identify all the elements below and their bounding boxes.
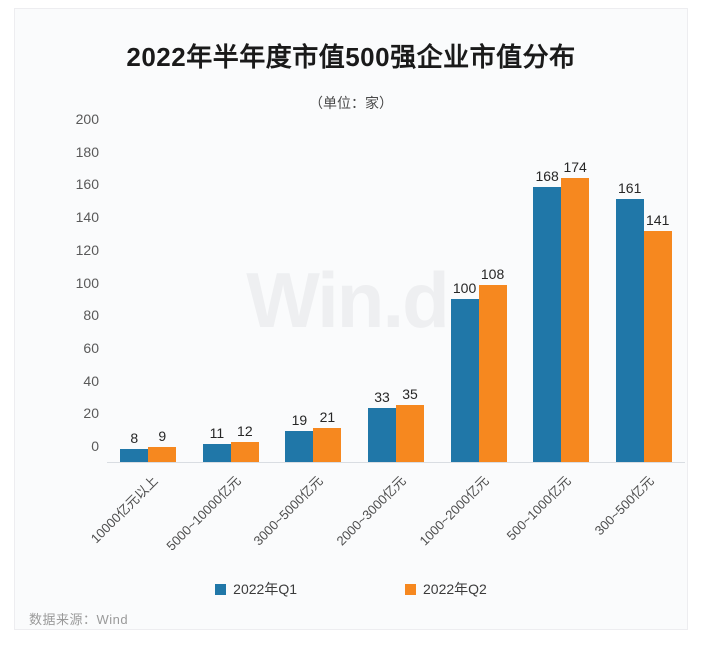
legend-swatch-icon <box>215 583 227 595</box>
bar-group: 11 12 <box>202 135 259 462</box>
y-axis-tick-160: 160 <box>75 176 99 193</box>
bar-value-label: 108 <box>480 266 505 283</box>
y-axis-tick-20: 20 <box>83 405 99 422</box>
bar-2022年Q2-10000亿元以上[interactable]: 9 <box>148 428 177 462</box>
bar-2022年Q1-300~500亿元[interactable]: 161 <box>615 180 644 462</box>
bar-value-label: 161 <box>618 179 642 196</box>
y-axis-tick-180: 180 <box>75 143 99 160</box>
chart-panel: 2022年半年度市值500强企业市值分布 （单位：家） Win.d 200 180… <box>14 8 688 630</box>
x-axis-tick-3: 2000~3000亿元 <box>333 473 409 549</box>
bar-value-label: 8 <box>130 429 139 446</box>
chart-subtitle: （单位：家） <box>309 95 393 111</box>
bar-2022年Q1-10000亿元以上[interactable]: 8 <box>120 430 149 462</box>
x-axis-tick-2: 3000~5000亿元 <box>250 473 327 549</box>
bar-value-label: 168 <box>535 168 559 185</box>
bar-2022年Q2-300~500亿元[interactable]: 141 <box>643 212 672 462</box>
bar-2022年Q2-5000~10000亿元[interactable]: 12 <box>230 423 259 462</box>
x-axis-tick-0: 10000亿元以上 <box>88 473 162 547</box>
bar-2022年Q1-500~1000亿元[interactable]: 168 <box>533 168 562 462</box>
bar-group: 168 174 <box>533 135 590 462</box>
bar-value-label: 141 <box>646 212 670 229</box>
bar-value-label: 174 <box>563 158 587 175</box>
y-axis-tick-120: 120 <box>75 241 99 258</box>
chart-title: 2022年半年度市值500强企业市值分布 <box>126 42 576 72</box>
bar-group: 161 141 <box>615 135 672 462</box>
bar-2022年Q2-3000~5000亿元[interactable]: 21 <box>313 409 342 462</box>
bar-2022年Q1-5000~10000亿元[interactable]: 11 <box>202 425 231 462</box>
x-axis-baseline <box>107 462 685 463</box>
source-note: 数据来源：Wind <box>29 612 129 627</box>
y-axis-tick-140: 140 <box>75 209 99 226</box>
bar-2022年Q2-2000~3000亿元[interactable]: 35 <box>396 386 424 462</box>
x-axis-tick-5: 500~1000亿元 <box>503 473 574 544</box>
bar-value-label: 35 <box>402 385 418 402</box>
bar-value-label: 11 <box>209 425 225 442</box>
bar-value-label: 19 <box>291 411 308 428</box>
chart-legend: 2022年Q1 2022年Q2 <box>15 579 687 599</box>
x-axis-tick-4: 1000~2000亿元 <box>416 473 492 549</box>
y-axis-tick-200: 200 <box>75 111 99 127</box>
bar-value-label: 9 <box>158 428 167 445</box>
bar-2022年Q2-500~1000亿元[interactable]: 174 <box>561 159 590 462</box>
bar-2022年Q1-2000~3000亿元[interactable]: 33 <box>368 389 396 462</box>
legend-swatch-icon <box>405 583 416 595</box>
y-axis-tick-0: 0 <box>91 438 99 454</box>
legend-item-2022年Q2[interactable]: 2022年Q2 <box>405 579 487 599</box>
bar-2022年Q2-1000~2000亿元[interactable]: 108 <box>478 266 507 462</box>
bar-value-label: 100 <box>452 279 477 296</box>
y-axis-tick-60: 60 <box>83 339 99 356</box>
bar-group: 100 108 <box>450 135 507 462</box>
legend-item-2022年Q1[interactable]: 2022年Q1 <box>215 579 297 599</box>
y-axis-tick-80: 80 <box>83 307 99 324</box>
y-axis-tick-40: 40 <box>83 372 99 389</box>
bar-2022年Q1-3000~5000亿元[interactable]: 19 <box>285 412 314 462</box>
bar-group: 33 35 <box>368 135 424 462</box>
legend-label: 2022年Q2 <box>423 581 487 597</box>
bar-value-label: 21 <box>319 408 336 425</box>
bar-group: 19 21 <box>285 135 342 462</box>
bar-2022年Q1-1000~2000亿元[interactable]: 100 <box>450 280 479 462</box>
legend-label: 2022年Q1 <box>233 581 297 597</box>
bar-value-label: 12 <box>237 423 253 440</box>
x-axis-tick-1: 5000~10000亿元 <box>163 473 244 554</box>
x-axis-tick-6: 300~500亿元 <box>591 473 657 539</box>
bar-value-label: 33 <box>374 389 390 406</box>
plot-area: 200 180 160 140 120 100 80 60 40 20 0 8 9 11 12 19 21 33… <box>76 111 685 463</box>
y-axis-tick-100: 100 <box>75 274 99 291</box>
